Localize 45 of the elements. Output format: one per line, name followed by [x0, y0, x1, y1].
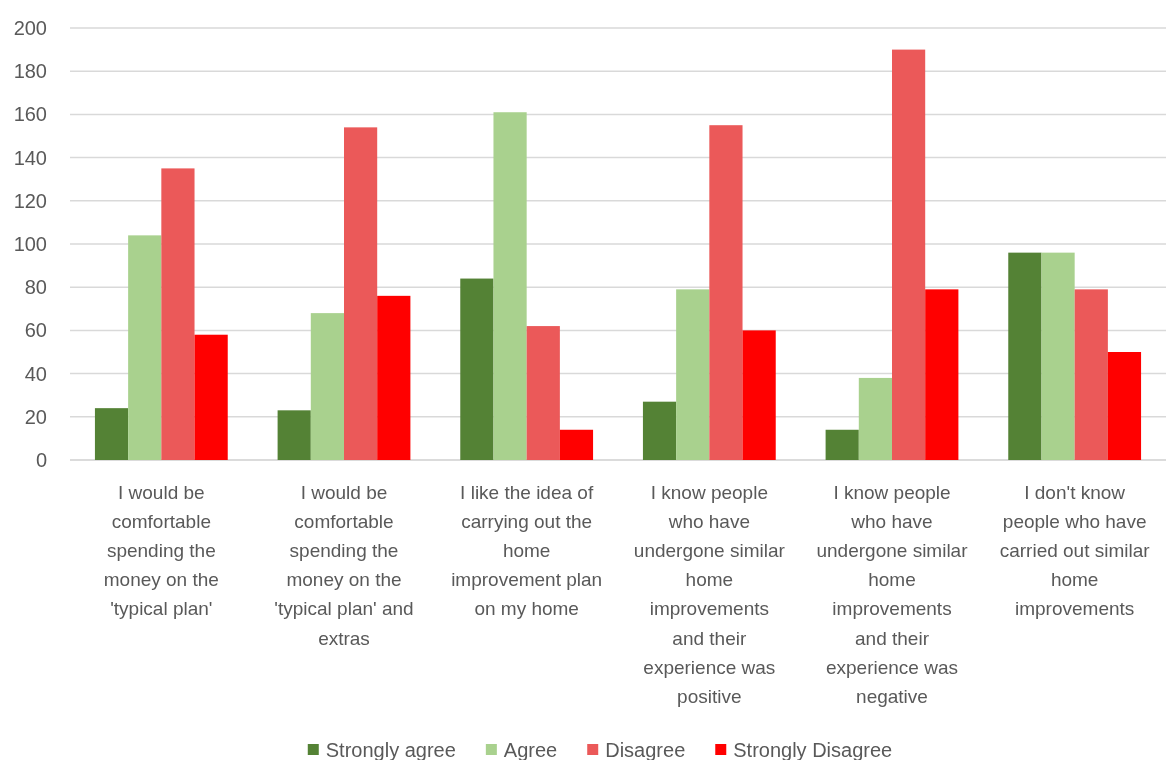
bar: [460, 278, 494, 460]
y-tick-label: 80: [24, 276, 47, 299]
bar: [94, 408, 129, 460]
x-tick-label: I would be comfortable spending the money on the 'typical plan' and extras: [274, 481, 414, 649]
bar: [709, 125, 743, 460]
bar: [161, 168, 195, 460]
y-tick-label: 0: [35, 449, 47, 471]
bar: [493, 112, 527, 460]
legend-label: Disagree: [605, 738, 686, 760]
y-tick-label: 140: [13, 146, 47, 169]
x-tick-label: I know people who have undergone similar home improvements and their experience was positive: [633, 481, 786, 707]
bar: [526, 326, 560, 460]
bar: [310, 313, 344, 460]
y-tick-label: 20: [24, 405, 47, 428]
y-tick-label: 160: [13, 103, 47, 126]
x-tick-label: I like the idea of carrying out the home improvement plan on my home: [451, 481, 603, 620]
bar: [1041, 252, 1075, 460]
legend-label: Strongly agree: [325, 738, 456, 760]
x-tick-label: I would be comfortable spending the money on the 'typical plan': [103, 481, 219, 620]
y-tick-label: 100: [13, 233, 47, 255]
bar: [194, 334, 228, 460]
bar: [128, 235, 162, 460]
y-tick-label: 200: [13, 17, 47, 39]
y-tick-label: 60: [24, 319, 47, 342]
bar: [742, 330, 776, 460]
bar: [559, 429, 594, 460]
bar: [825, 429, 859, 460]
bar: [1074, 289, 1108, 460]
y-tick-label: 120: [13, 189, 47, 212]
bar: [1008, 252, 1042, 460]
legend-label: Strongly Disagree: [733, 738, 893, 760]
bar: [1107, 352, 1142, 460]
y-tick-label: 180: [13, 60, 47, 83]
legend-label: Agree: [503, 738, 558, 760]
bar: [925, 289, 959, 460]
bar: [858, 377, 892, 460]
bar: [676, 289, 710, 460]
bar: [377, 295, 411, 460]
x-tick-label: I know people who have undergone similar home improvements and their experience was negative: [816, 481, 969, 707]
y-tick-label: 40: [24, 362, 47, 385]
x-tick-label: I don't know people who have carried out similar home improvements: [999, 481, 1151, 620]
bar: [277, 410, 311, 460]
bar: [642, 401, 677, 460]
bar: [892, 49, 926, 460]
bar: [344, 127, 378, 460]
